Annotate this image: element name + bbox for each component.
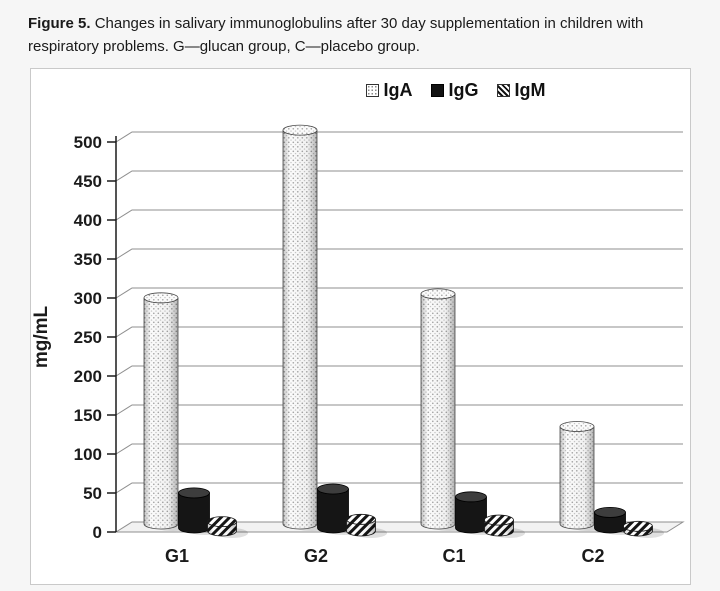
- legend-label-igg: IgG: [448, 80, 479, 100]
- x-category-label: C2: [581, 546, 604, 566]
- bar-chart: 0 50 100 150 200 250 300 350 400 450 500 mg/mL G1 G2 C…: [31, 124, 685, 566]
- bar-shade: [421, 293, 455, 529]
- gridline-450: [115, 170, 683, 182]
- chart-legend: IgA IgG IgM: [31, 80, 690, 101]
- y-tick-label: 250: [74, 328, 102, 347]
- iga-swatch-icon: [365, 84, 379, 97]
- gridline-200: [115, 365, 683, 377]
- bar-shade: [560, 426, 594, 529]
- legend-item-igm: IgM: [496, 80, 546, 101]
- bar-top: [420, 288, 456, 300]
- gridline-400: [115, 209, 683, 221]
- y-axis-title: mg/mL: [31, 305, 52, 368]
- chart-floor: [114, 521, 685, 533]
- bar-igg-g2: [317, 488, 349, 534]
- caption-text: Changes in salivary immunoglobulins afte…: [28, 15, 644, 55]
- legend-label-iga: IgA: [383, 80, 413, 100]
- y-tick-label: 450: [74, 172, 102, 191]
- chart-container: 0 50 100 150 200 250 300 350 400 450 500 mg/mL G1 G2 C…: [30, 68, 691, 585]
- y-tick-label: 50: [83, 484, 102, 503]
- bar-shade: [623, 526, 653, 536]
- legend-item-iga: IgA: [365, 80, 413, 101]
- bar-top: [484, 514, 514, 526]
- gridline-150: [115, 404, 683, 416]
- y-tick-label: 100: [74, 445, 102, 464]
- bar-shade: [283, 130, 317, 529]
- bar-igg-c1: [455, 496, 487, 534]
- igg-swatch-icon: [430, 84, 444, 97]
- y-tick-label: 400: [74, 211, 102, 230]
- legend-label-igm: IgM: [514, 80, 546, 100]
- y-tick-label: 200: [74, 367, 102, 386]
- y-tick-label: 0: [93, 523, 102, 542]
- bar-top: [317, 483, 349, 495]
- bar-igg-g1: [178, 492, 210, 534]
- figure-label: Figure 5.: [28, 15, 91, 32]
- x-category-label: G1: [165, 546, 189, 566]
- bar-top: [207, 516, 237, 528]
- bar-shade: [207, 521, 237, 536]
- bar-shade: [484, 520, 514, 536]
- bar-top: [143, 292, 179, 304]
- bar-top: [559, 421, 595, 432]
- legend-item-igg: IgG: [430, 80, 479, 101]
- y-tick-label: 300: [74, 289, 102, 308]
- gridline-500: [115, 131, 683, 143]
- bar-top: [455, 491, 487, 503]
- gridline-250: [115, 326, 683, 338]
- figure-caption: Figure 5. Changes in salivary immunoglob…: [0, 0, 676, 58]
- igm-swatch-icon: [496, 84, 510, 97]
- x-category-label: G2: [304, 546, 328, 566]
- bar-top: [282, 124, 318, 136]
- y-tick-label: 150: [74, 406, 102, 425]
- gridline-350: [115, 248, 683, 260]
- gridline-300: [115, 287, 683, 299]
- bar-top: [594, 506, 626, 518]
- bar-top: [178, 487, 210, 499]
- bar-shade: [144, 297, 178, 529]
- gridline-50: [115, 482, 683, 494]
- y-tick-label: 350: [74, 250, 102, 269]
- bar-top: [623, 520, 653, 532]
- bar-shade: [346, 519, 376, 536]
- x-category-label: C1: [442, 546, 465, 566]
- y-tick-label: 500: [74, 133, 102, 152]
- gridline-100: [115, 443, 683, 455]
- bar-top: [346, 513, 376, 525]
